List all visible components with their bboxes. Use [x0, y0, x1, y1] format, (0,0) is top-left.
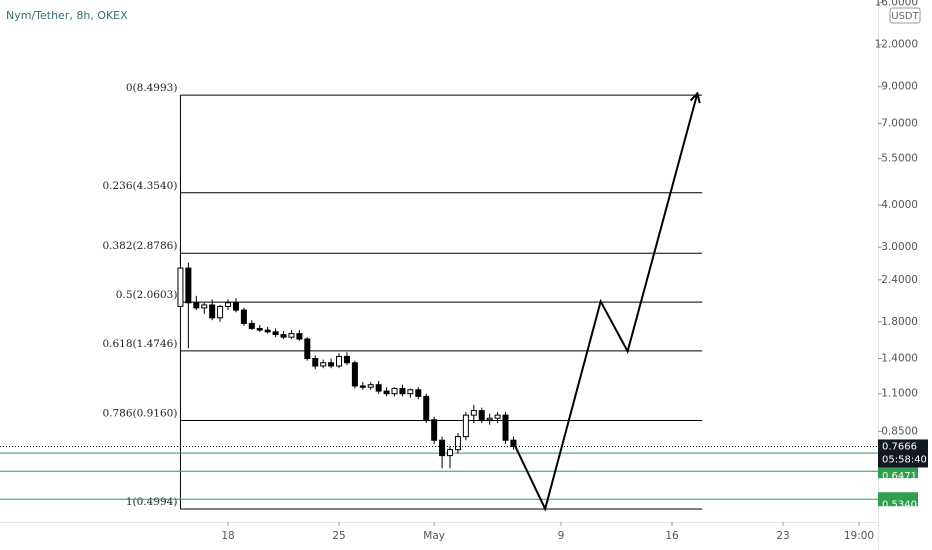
- y-tick-label: 3.0000: [881, 241, 918, 253]
- x-tick-label: 25: [332, 530, 345, 542]
- candle-body: [312, 357, 319, 367]
- candle-body: [431, 419, 438, 441]
- y-tick-label: 9.0000: [881, 81, 918, 93]
- candle-body: [209, 304, 216, 319]
- countdown-label: 05:58:40: [882, 454, 927, 465]
- candle-body: [343, 355, 350, 364]
- candle-body: [217, 305, 224, 319]
- y-tick-label: 0.8500: [881, 425, 918, 437]
- candle-body: [391, 388, 398, 395]
- candle-body: [280, 334, 287, 338]
- candle-body: [256, 327, 263, 331]
- candle-body: [462, 414, 469, 438]
- y-tick-label: 1.8000: [881, 316, 918, 328]
- candle-body: [399, 388, 406, 395]
- price-tag: [878, 492, 918, 507]
- y-tick-label: 7.0000: [881, 117, 918, 129]
- fib-label: 0.5(2.0603): [116, 289, 178, 301]
- candle-body: [502, 414, 509, 441]
- fib-label: 1(0.4994): [126, 496, 178, 508]
- fib-label: 0.236(4.3540): [102, 180, 177, 192]
- candle-body: [478, 410, 485, 421]
- candle-body: [201, 304, 208, 309]
- current-price-label: 0.7666: [882, 441, 917, 452]
- y-tick-label: 4.0000: [881, 199, 918, 211]
- price-tag-label: 0.6471: [882, 471, 917, 482]
- x-tick-label: 9: [558, 530, 565, 542]
- candle-body: [240, 309, 247, 324]
- candle-body: [225, 302, 232, 307]
- candle-body: [494, 414, 501, 419]
- y-tick-label: 2.4000: [881, 274, 918, 286]
- candle-body: [383, 390, 390, 395]
- candle-body: [375, 384, 382, 392]
- projection-arrowhead: [689, 91, 701, 104]
- currency-label: USDT: [891, 11, 919, 22]
- candle-body: [510, 439, 517, 447]
- candle-body: [328, 362, 335, 367]
- candle-body: [470, 410, 477, 416]
- y-tick-label: 1.4000: [881, 352, 918, 364]
- x-tick-label: 18: [221, 530, 234, 542]
- candle-body: [359, 385, 366, 388]
- currency-box: [889, 7, 921, 24]
- candle-body: [439, 439, 446, 457]
- x-tick-label: May: [423, 530, 445, 542]
- x-tick-label: 16: [665, 530, 679, 542]
- y-tick-label: 5.5000: [881, 153, 918, 165]
- current-price-tag: [878, 439, 928, 468]
- candle-body: [351, 362, 358, 387]
- candle-body: [185, 267, 192, 304]
- candle-body: [264, 329, 271, 333]
- candle-body: [272, 331, 279, 336]
- candle-body: [336, 355, 343, 367]
- candle-body: [296, 333, 303, 340]
- candle-body: [232, 302, 239, 311]
- candle-body: [423, 395, 430, 421]
- candle-body: [367, 384, 374, 388]
- candle-body: [248, 322, 255, 329]
- candle-body: [193, 302, 200, 309]
- chart-title: Nym/Tether, 8h, OKEX: [6, 9, 128, 22]
- x-tick-label: 23: [776, 530, 789, 542]
- candle-body: [454, 436, 461, 451]
- y-tick-label: 12.0000: [875, 39, 918, 51]
- fib-label: 0.786(0.9160): [102, 407, 177, 419]
- candle-body: [320, 362, 327, 367]
- candle-body: [407, 389, 414, 395]
- fib-label: 0.382(2.8786): [102, 240, 177, 252]
- projection-line: [514, 93, 699, 512]
- candle-body: [415, 389, 422, 397]
- candle-body: [304, 338, 311, 359]
- candle-body: [177, 267, 184, 307]
- fib-label: 0.618(1.4746): [102, 338, 177, 350]
- x-tick-label: 19:00: [844, 530, 874, 542]
- price-tag-label: 0.5340: [882, 499, 917, 510]
- fib-label: 0(8.4993): [126, 82, 178, 94]
- price-tag: [878, 464, 918, 479]
- candle-body: [447, 449, 454, 457]
- candle-body: [486, 417, 493, 421]
- y-tick-label: 16.0000: [875, 0, 918, 9]
- y-tick-label: 1.1000: [881, 388, 918, 400]
- candle-body: [288, 333, 295, 338]
